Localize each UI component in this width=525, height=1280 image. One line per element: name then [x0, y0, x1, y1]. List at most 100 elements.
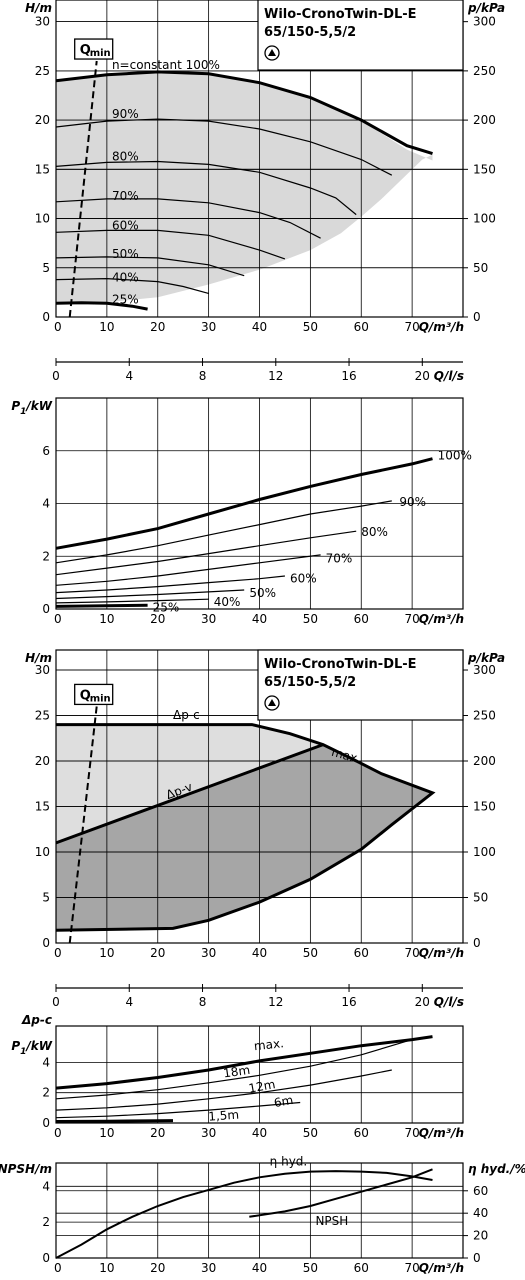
y-tick-label: 10	[35, 845, 50, 859]
qmin-line	[68, 60, 98, 318]
y-tick-label: 4	[42, 497, 50, 511]
x-tick-label: 40	[252, 320, 267, 334]
power-curve-label: 25%	[153, 600, 180, 614]
ls-tick-label: 16	[341, 995, 356, 1009]
qmin-line	[68, 706, 98, 944]
power-curve-label: 50%	[249, 586, 276, 600]
ls-tick-label: 20	[415, 369, 430, 383]
y-axis-label-sub: 1	[20, 407, 26, 417]
curve-label: 60%	[112, 218, 139, 232]
x-tick-label: 20	[150, 1126, 165, 1140]
x-tick-label: 60	[354, 1261, 369, 1275]
y-tick-label: 6	[42, 444, 50, 458]
x-axis-label: Q/m³/h	[419, 946, 464, 960]
y-right-tick-label: 0	[473, 1251, 481, 1265]
y-tick-label: 10	[35, 212, 50, 226]
x-tick-label: 30	[201, 612, 216, 626]
power-curve-18m	[55, 1039, 413, 1100]
y-right-tick-label: 100	[473, 845, 496, 859]
power-curve-label: 60%	[290, 571, 317, 585]
y-tick-label: 30	[35, 15, 50, 29]
curve-60	[55, 229, 286, 260]
y-tick-label: 0	[42, 602, 50, 616]
max-outline	[55, 723, 436, 932]
power-curve-label: 1,5m	[208, 1108, 240, 1124]
x-tick-label: 10	[99, 320, 114, 334]
power-curve-90	[55, 500, 392, 564]
chart-subtitle: 65/150-5,5/2	[264, 675, 356, 690]
title-box	[257, 0, 464, 71]
ls-tick-label: 20	[415, 995, 430, 1009]
qmin-box	[74, 38, 114, 60]
curve-label: 40%	[112, 271, 139, 285]
y-axis-label: NPSH/m	[0, 1162, 52, 1176]
x-tick-label: 50	[303, 320, 318, 334]
power-curve-label: 12m	[247, 1077, 276, 1095]
x-tick-label: 70	[404, 612, 419, 626]
y-right-tick-label: 300	[473, 15, 496, 29]
y-axis-label-sub: 1	[20, 1047, 26, 1057]
y-right-tick-label: 250	[473, 709, 496, 723]
y-right-tick-label: 40	[473, 1206, 488, 1220]
ls-tick-label: 4	[125, 369, 133, 383]
curve-40	[55, 277, 209, 294]
y-right-tick-label: 50	[473, 891, 488, 905]
curve-nconstant100	[55, 70, 433, 156]
x-tick-label: 0	[54, 946, 62, 960]
chart-power-speed: 0 10 20 30 40 50 60 70Q/m³/h 0 2 4 6 100% 90% 80% 70% 60…	[11, 397, 472, 626]
x-tick-label: 60	[354, 320, 369, 334]
ls-tick-label: 4	[125, 995, 133, 1009]
power-curve-label: 70%	[326, 552, 353, 566]
y-right-tick-label: 150	[473, 800, 496, 814]
y-right-tick-label: 200	[473, 113, 496, 127]
x-tick-label: 0	[54, 320, 62, 334]
x-tick-label: 10	[99, 946, 114, 960]
x-tick-label: 70	[404, 1261, 419, 1275]
power-curve-label: max.	[253, 1036, 284, 1053]
power-curve-label: 6m	[273, 1093, 294, 1110]
chart-title: Wilo-CronoTwin-DL-E	[264, 657, 417, 672]
y-axis-label-unit: /kW	[24, 399, 52, 413]
y-right-tick-label: 200	[473, 754, 496, 768]
x-tick-label: 20	[150, 1261, 165, 1275]
chart-subtitle: 65/150-5,5/2	[264, 25, 356, 40]
x-tick-label: 30	[201, 1126, 216, 1140]
operating-envelope	[56, 71, 433, 304]
x-tick-label: 10	[99, 1261, 114, 1275]
x-tick-label: 30	[201, 320, 216, 334]
curve-25	[55, 301, 148, 311]
y-right-tick-label: 250	[473, 64, 496, 78]
y-tick-label: 5	[42, 891, 50, 905]
pump-triangle-icon	[268, 699, 276, 706]
y-tick-label: 2	[42, 1215, 50, 1229]
y-axis-label: H/m	[25, 651, 52, 665]
power-curve-label: 90%	[399, 495, 426, 509]
power-curve-60	[55, 575, 285, 594]
y-tick-label: 20	[35, 113, 50, 127]
efficiency-curve	[55, 1170, 433, 1259]
x-tick-label: 40	[252, 612, 267, 626]
y-axis-label-unit: /kW	[24, 1039, 52, 1053]
power-curve-6m	[55, 1101, 301, 1119]
curve-50	[55, 256, 245, 277]
chart-title: Wilo-CronoTwin-DL-E	[264, 7, 417, 22]
qmin-box	[74, 683, 114, 706]
y-tick-label: 25	[35, 64, 50, 78]
power-curve-80	[55, 530, 357, 576]
qmin-subscript: min	[90, 693, 111, 704]
x-tick-label: 50	[303, 612, 318, 626]
y-tick-label: 15	[35, 162, 50, 176]
power-curve-12m	[55, 1069, 392, 1111]
x-axis-label: Q/m³/h	[419, 1261, 464, 1275]
chart-speed-curves: 0 10 20 30 40 50 60 70Q/m³/h0510152025300501001…	[25, 0, 505, 383]
y-tick-label: 0	[42, 1251, 50, 1265]
y-tick-label: 4	[42, 1179, 50, 1193]
y-right-axis-label: p/kPa	[467, 1, 505, 15]
chart-control-modes: 0 10 20 30 40 50 60 70Q/m³/h0510152025300501001…	[25, 649, 505, 1009]
y-axis-label: H/m	[25, 1, 52, 15]
x-tick-label: 40	[252, 946, 267, 960]
dpv-line	[55, 743, 324, 845]
npsh-curve-label: η hyd.	[270, 1155, 308, 1169]
curve-70	[55, 198, 321, 239]
npsh-curve	[249, 1168, 433, 1218]
